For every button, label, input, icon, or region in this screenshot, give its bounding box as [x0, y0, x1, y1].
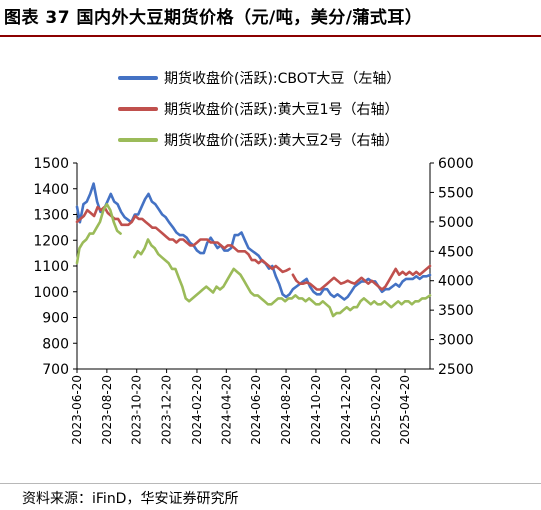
series-line-0 — [75, 182, 432, 301]
x-tick-label: 2024-04-20 — [219, 375, 233, 445]
source-note: 资料来源：iFinD，华安证券研究所 — [22, 491, 239, 507]
x-tick-label: 2024-12-20 — [339, 375, 353, 445]
right-tick-label: 5000 — [438, 215, 474, 231]
left-tick-label: 1200 — [33, 233, 69, 249]
left-tick-label: 1500 — [33, 156, 69, 172]
legend-item-cbot: 期货收盘价(活跃):CBOT大豆（左轴） — [118, 62, 400, 93]
x-tick-label: 2023-12-20 — [160, 375, 174, 445]
left-tick-label: 1400 — [33, 182, 69, 198]
series-line-3 — [75, 202, 122, 265]
legend-swatch-dce2 — [118, 137, 158, 142]
x-tick-label: 2024-10-20 — [309, 375, 323, 445]
legend-label-dce1: 期货收盘价(活跃):黄大豆1号（右轴） — [164, 101, 399, 118]
legend-item-dce1: 期货收盘价(活跃):黄大豆1号（右轴） — [118, 93, 400, 124]
x-tick-label: 2025-02-20 — [369, 375, 383, 445]
x-tick-label: 2023-06-20 — [70, 375, 84, 445]
left-tick-label: 800 — [42, 336, 69, 352]
legend: 期货收盘价(活跃):CBOT大豆（左轴） 期货收盘价(活跃):黄大豆1号（右轴）… — [118, 62, 400, 155]
legend-item-dce2: 期货收盘价(活跃):黄大豆2号（右轴） — [118, 124, 400, 155]
left-tick-label: 1300 — [33, 208, 69, 224]
x-tick-label: 2023-10-20 — [130, 375, 144, 445]
x-tick-label: 2024-06-20 — [249, 375, 263, 445]
axes: 1500 1400 1300 1200 1100 1000 900 800 700 6000 550… — [33, 156, 473, 445]
line-chart: 1500 1400 1300 1200 1100 1000 900 800 700 6000 550… — [33, 156, 473, 445]
source-rule — [0, 483, 541, 484]
legend-label-cbot: 期货收盘价(活跃):CBOT大豆（左轴） — [164, 70, 401, 87]
x-tick-label: 2023-08-20 — [100, 375, 114, 445]
legend-label-dce2: 期货收盘价(活跃):黄大豆2号（右轴） — [164, 132, 399, 149]
left-tick-label: 700 — [42, 362, 69, 378]
series-line-1 — [75, 205, 291, 274]
right-tick-label: 6000 — [438, 156, 474, 172]
title-rule — [0, 35, 541, 37]
right-tick-label: 5500 — [438, 185, 474, 201]
right-tick-label: 3500 — [438, 303, 474, 319]
left-tick-label: 1100 — [33, 259, 69, 275]
right-tick-label: 2500 — [438, 362, 474, 378]
figure-title: 图表 37 国内外大豆期货价格（元/吨，美分/蒲式耳） — [4, 8, 423, 28]
right-tick-label: 4500 — [438, 244, 474, 260]
series-group — [75, 182, 432, 318]
series-line-4 — [133, 238, 432, 318]
series-line-2 — [291, 264, 432, 291]
x-tick-label: 2025-04-20 — [398, 375, 412, 445]
legend-swatch-cbot — [118, 75, 158, 80]
left-tick-label: 900 — [42, 311, 69, 327]
right-tick-label: 3000 — [438, 333, 474, 349]
left-tick-label: 1000 — [33, 285, 69, 301]
legend-swatch-dce1 — [118, 106, 158, 111]
x-tick-label: 2024-08-20 — [279, 375, 293, 445]
x-tick-label: 2024-02-20 — [190, 375, 204, 445]
right-tick-label: 4000 — [438, 274, 474, 290]
